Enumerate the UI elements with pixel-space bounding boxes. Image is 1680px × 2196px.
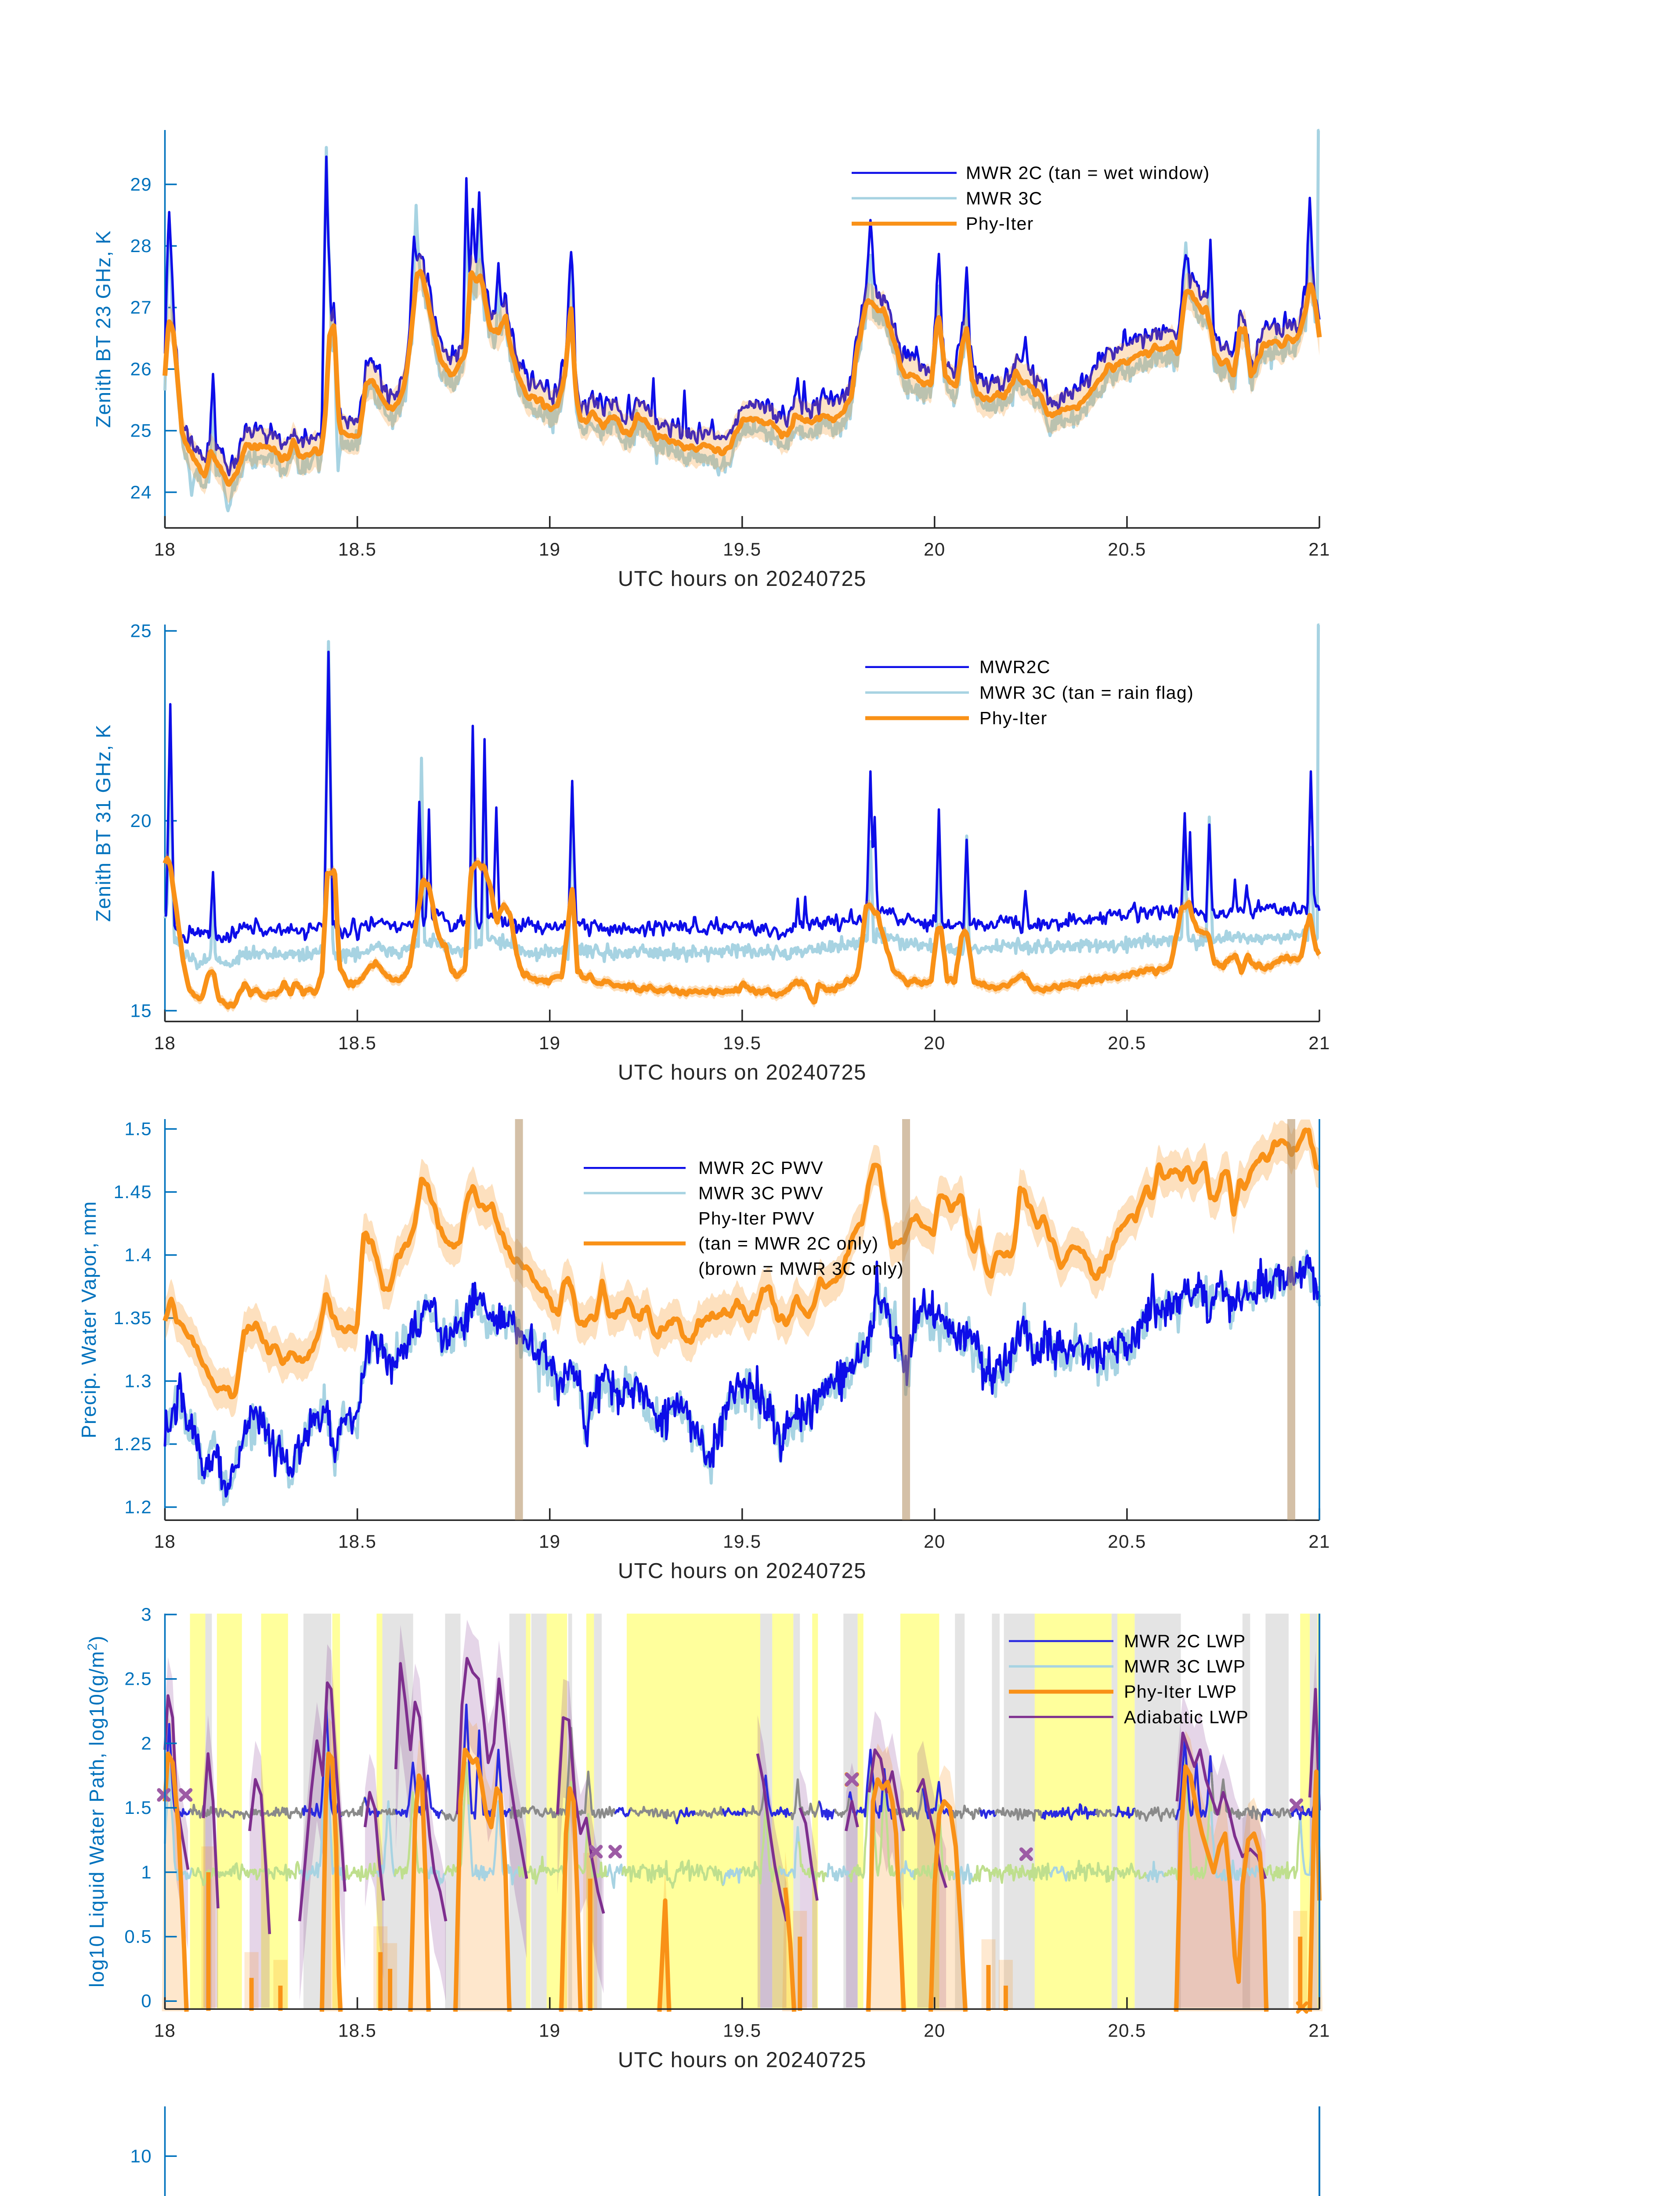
- svg-text:19.5: 19.5: [723, 539, 761, 560]
- svg-text:19.5: 19.5: [723, 1531, 761, 1552]
- svg-text:MWR 2C PWV: MWR 2C PWV: [698, 1158, 824, 1178]
- svg-text:UTC hours on 20240725: UTC hours on 20240725: [618, 1559, 867, 1583]
- svg-text:20.5: 20.5: [1108, 1033, 1146, 1053]
- svg-text:19.5: 19.5: [723, 1033, 761, 1053]
- svg-text:18: 18: [154, 1531, 176, 1552]
- svg-text:20: 20: [924, 539, 946, 560]
- svg-text:3: 3: [141, 1604, 152, 1625]
- svg-text:15: 15: [130, 1000, 152, 1021]
- svg-text:21: 21: [1308, 1033, 1330, 1053]
- svg-text:26: 26: [130, 358, 152, 379]
- svg-text:18.5: 18.5: [338, 1531, 376, 1552]
- svg-text:20: 20: [924, 1531, 946, 1552]
- svg-text:1.4: 1.4: [124, 1245, 152, 1265]
- svg-text:MWR 3C (tan = rain flag): MWR 3C (tan = rain flag): [979, 683, 1194, 703]
- svg-text:28: 28: [130, 235, 152, 256]
- svg-text:2.5: 2.5: [124, 1669, 152, 1689]
- svg-text:20: 20: [130, 810, 152, 831]
- svg-text:MWR 3C: MWR 3C: [966, 188, 1043, 208]
- svg-text:25: 25: [130, 420, 152, 441]
- svg-text:log10 Liquid Water Path, log10: log10 Liquid Water Path, log10(g/m2): [85, 1635, 108, 1987]
- svg-text:1.3: 1.3: [124, 1371, 152, 1391]
- svg-text:0.5: 0.5: [124, 1926, 152, 1947]
- svg-text:21: 21: [1308, 539, 1330, 560]
- svg-text:1.25: 1.25: [114, 1434, 152, 1454]
- svg-text:18.5: 18.5: [338, 539, 376, 560]
- svg-text:Phy-Iter: Phy-Iter: [979, 708, 1048, 728]
- svg-text:21: 21: [1308, 2020, 1330, 2041]
- svg-text:18.5: 18.5: [338, 2020, 376, 2041]
- svg-text:MWR 3C LWP: MWR 3C LWP: [1124, 1656, 1246, 1676]
- svg-text:2: 2: [141, 1733, 152, 1753]
- svg-text:27: 27: [130, 297, 152, 318]
- svg-text:UTC hours on 20240725: UTC hours on 20240725: [618, 1061, 867, 1084]
- svg-text:19: 19: [539, 539, 561, 560]
- svg-text:29: 29: [130, 174, 152, 195]
- svg-text:1.2: 1.2: [124, 1497, 152, 1517]
- svg-text:Precip. Water Vapor, mm: Precip. Water Vapor, mm: [77, 1201, 100, 1438]
- svg-text:MWR 3C PWV: MWR 3C PWV: [698, 1183, 824, 1203]
- svg-text:25: 25: [130, 621, 152, 641]
- svg-text:MWR 2C (tan = wet window): MWR 2C (tan = wet window): [966, 163, 1210, 183]
- svg-text:1.5: 1.5: [124, 1119, 152, 1139]
- svg-text:1.45: 1.45: [114, 1181, 152, 1202]
- svg-text:MWR Phy Iter DQ Flag: MWR Phy Iter DQ Flag: [94, 2195, 117, 2196]
- svg-text:UTC hours on 20240725: UTC hours on 20240725: [618, 567, 867, 591]
- svg-text:1.35: 1.35: [114, 1307, 152, 1328]
- svg-text:20: 20: [924, 1033, 946, 1053]
- svg-text:1: 1: [141, 1862, 152, 1882]
- svg-text:19: 19: [539, 1033, 561, 1053]
- svg-text:20.5: 20.5: [1108, 1531, 1146, 1552]
- svg-text:20: 20: [924, 2020, 946, 2041]
- svg-text:1.5: 1.5: [124, 1797, 152, 1818]
- svg-text:21: 21: [1308, 1531, 1330, 1552]
- svg-text:(tan = MWR 2C only): (tan = MWR 2C only): [698, 1233, 879, 1253]
- svg-text:Phy-Iter PWV: Phy-Iter PWV: [698, 1208, 815, 1228]
- svg-text:20.5: 20.5: [1108, 539, 1146, 560]
- svg-text:19.5: 19.5: [723, 2020, 761, 2041]
- svg-text:19: 19: [539, 2020, 561, 2041]
- svg-text:Phy-Iter: Phy-Iter: [966, 213, 1034, 234]
- svg-text:Adiabatic LWP: Adiabatic LWP: [1124, 1707, 1249, 1727]
- svg-text:UTC hours on 20240725: UTC hours on 20240725: [618, 2048, 867, 2072]
- svg-text:MWR2C: MWR2C: [979, 657, 1051, 677]
- svg-text:18: 18: [154, 1033, 176, 1053]
- svg-text:MWR 2C LWP: MWR 2C LWP: [1124, 1631, 1246, 1651]
- svg-text:Phy-Iter LWP: Phy-Iter LWP: [1124, 1682, 1237, 1702]
- svg-text:(brown = MWR 3C only): (brown = MWR 3C only): [698, 1258, 904, 1279]
- svg-text:18: 18: [154, 539, 176, 560]
- svg-text:Zenith BT 23 GHz, K: Zenith BT 23 GHz, K: [92, 230, 115, 428]
- svg-text:18: 18: [154, 2020, 176, 2041]
- svg-text:10: 10: [130, 2145, 152, 2166]
- svg-text:19: 19: [539, 1531, 561, 1552]
- svg-text:Zenith BT 31 GHz, K: Zenith BT 31 GHz, K: [92, 724, 115, 922]
- svg-text:18.5: 18.5: [338, 1033, 376, 1053]
- svg-text:24: 24: [130, 482, 152, 502]
- svg-text:0: 0: [141, 1990, 152, 2011]
- svg-text:20.5: 20.5: [1108, 2020, 1146, 2041]
